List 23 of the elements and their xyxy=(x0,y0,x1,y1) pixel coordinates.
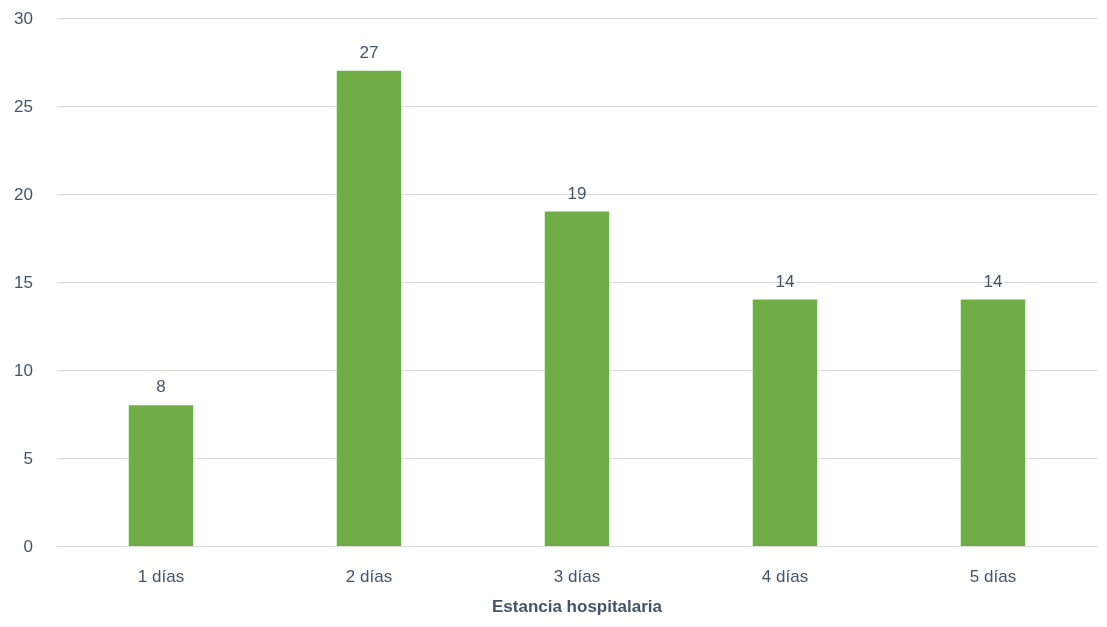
bar xyxy=(544,211,610,546)
bar xyxy=(960,299,1026,546)
data-label: 19 xyxy=(567,183,587,203)
x-axis-title: Estancia hospitalaria xyxy=(491,597,663,616)
y-tick-label: 15 xyxy=(14,272,33,292)
y-tick-label: 25 xyxy=(14,96,33,116)
data-label: 14 xyxy=(983,271,1003,291)
data-label: 14 xyxy=(775,271,795,291)
y-tick-label: 0 xyxy=(23,536,33,556)
x-tick-label: 2 días xyxy=(345,567,393,586)
x-tick-label: 4 días xyxy=(761,567,809,586)
x-tick-label: 1 días xyxy=(137,567,185,586)
bar xyxy=(336,70,402,546)
x-tick-label: 3 días xyxy=(553,567,601,586)
y-tick-label: 5 xyxy=(23,448,33,468)
data-label: 27 xyxy=(359,42,379,62)
data-label: 8 xyxy=(156,377,166,397)
x-tick-label: 5 días xyxy=(969,567,1017,586)
bar xyxy=(128,405,194,546)
y-tick-label: 30 xyxy=(14,8,33,28)
y-tick-label: 20 xyxy=(14,184,33,204)
bar xyxy=(752,299,818,546)
y-tick-label: 10 xyxy=(14,360,33,380)
